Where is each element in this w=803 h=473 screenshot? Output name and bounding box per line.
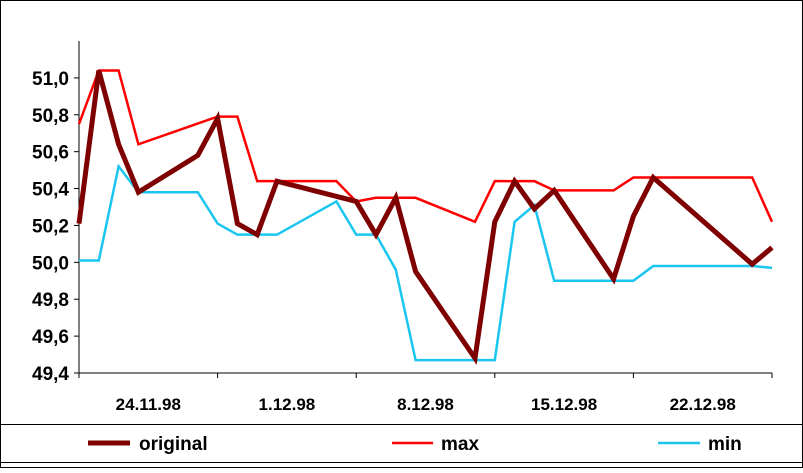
series-line-original [76, 69, 774, 365]
y-tick-label: 50,8 [32, 106, 69, 127]
x-tick-label: 22.12.98 [670, 395, 736, 414]
y-tick-label: 50,0 [32, 253, 69, 274]
y-tick-label: 49,6 [32, 327, 69, 348]
series-layer [76, 69, 774, 365]
legend-label-max: max [441, 434, 479, 455]
legend: original max min [88, 434, 742, 455]
legend-label-original: original [139, 434, 208, 455]
x-tick-label: 8.12.98 [397, 395, 454, 414]
legend-label-min: min [708, 434, 742, 455]
x-tick-label: 15.12.98 [531, 395, 597, 414]
series-line-min [79, 163, 773, 362]
x-tick-label: 1.12.98 [259, 395, 316, 414]
y-tick-label: 50,6 [32, 143, 69, 164]
y-tick-label: 51,0 [32, 69, 69, 90]
x-tick-label: 24.11.98 [116, 395, 181, 414]
y-tick-label: 49,8 [32, 290, 69, 311]
axes: 49,4 49,6 49,8 50,0 50,2 50,4 50,6 50,8 51,0 24.1… [32, 41, 773, 414]
y-tick-label: 50,4 [32, 180, 69, 201]
y-tick-label: 49,4 [32, 364, 69, 385]
y-tick-label: 50,2 [32, 216, 69, 237]
